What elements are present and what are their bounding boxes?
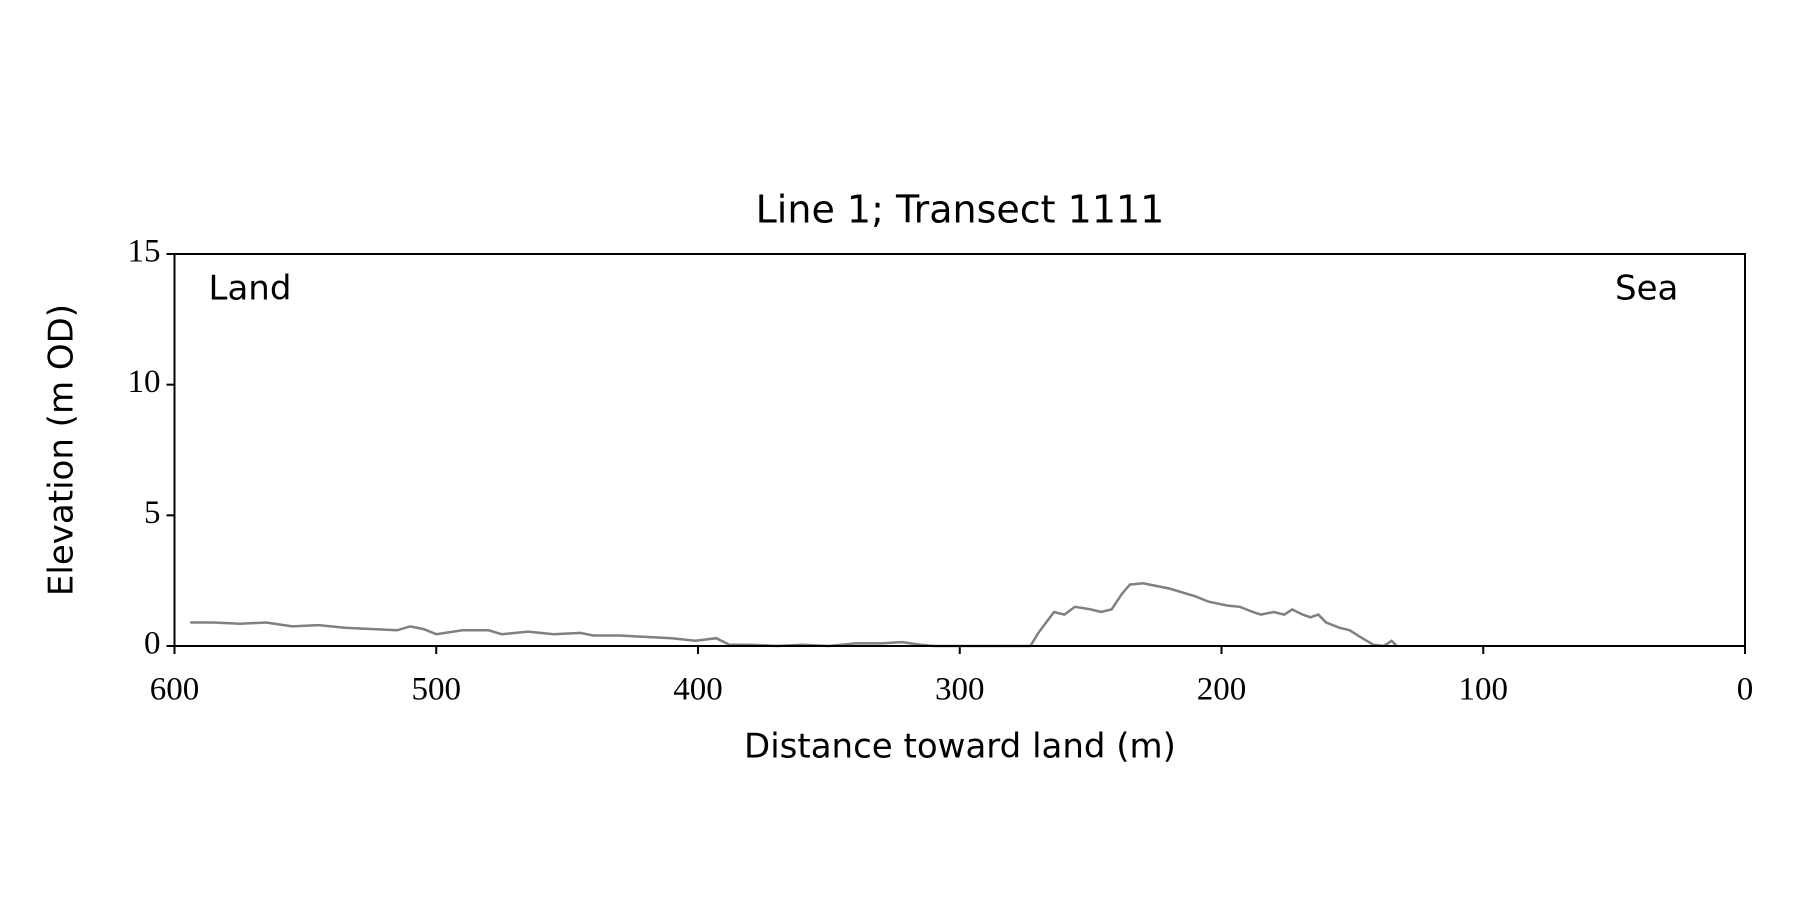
x-tick-label: 200 xyxy=(1197,672,1247,708)
data-line xyxy=(190,582,1398,648)
y-tick-label: 10 xyxy=(128,364,161,400)
y-tick-label: 15 xyxy=(128,234,161,270)
annotation: Sea xyxy=(1615,269,1678,309)
x-tick-label: 100 xyxy=(1459,672,1509,708)
x-tick-label: 0 xyxy=(1737,672,1754,708)
x-tick-label: 600 xyxy=(150,672,200,708)
y-axis-label: Elevation (m OD) xyxy=(42,304,82,596)
x-tick-label: 300 xyxy=(935,672,985,708)
x-tick-label: 400 xyxy=(673,672,723,708)
y-tick-label: 5 xyxy=(144,495,161,531)
x-axis-label: Distance toward land (m) xyxy=(744,727,1176,767)
x-tick-label: 500 xyxy=(412,672,462,708)
chart-title: Line 1; Transect 1111 xyxy=(756,188,1165,232)
plot-frame xyxy=(173,253,1746,647)
annotation: Land xyxy=(209,269,292,309)
y-tick-label: 0 xyxy=(144,626,161,662)
